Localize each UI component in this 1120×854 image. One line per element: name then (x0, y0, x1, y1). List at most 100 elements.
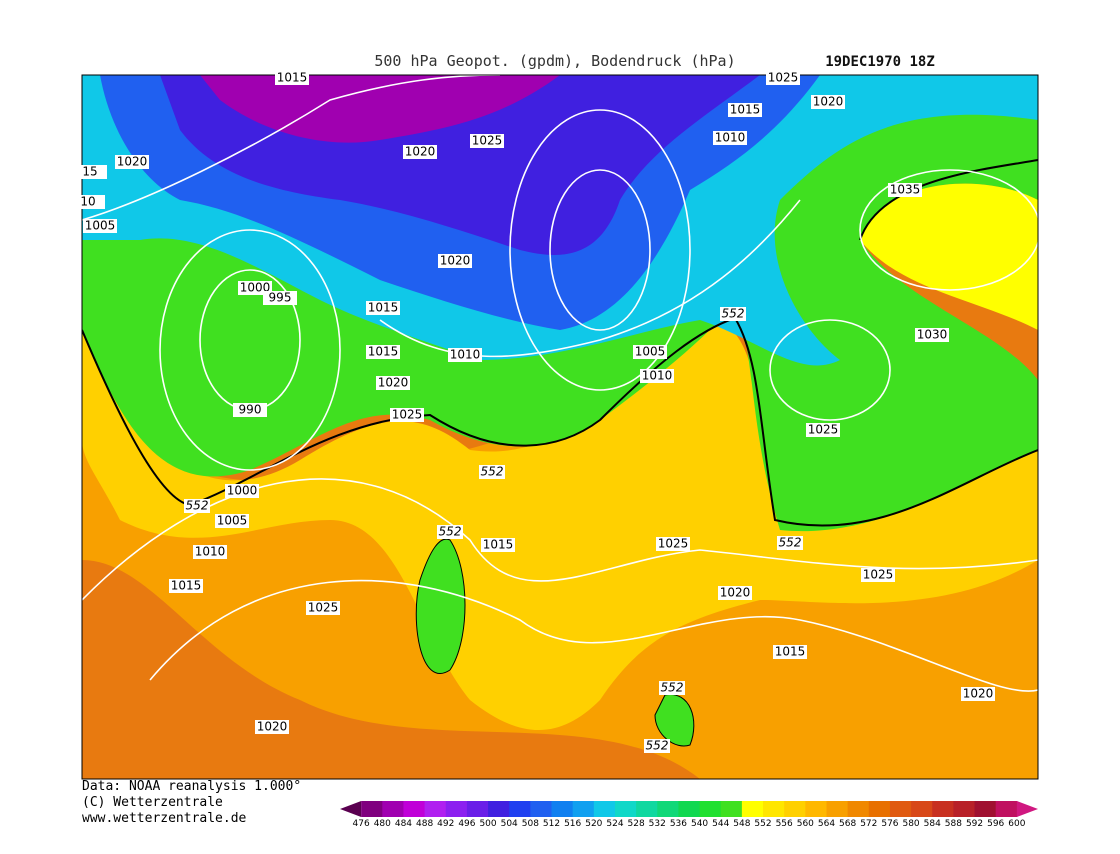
date: 19DEC1970 18Z (825, 54, 935, 70)
isobar-label-bg (366, 301, 400, 315)
isobar-label: 1025 (472, 134, 503, 148)
map (82, 75, 1038, 779)
colorbar-end (340, 801, 362, 817)
colorbar-segment (445, 801, 468, 817)
isobar-label: 1015 (277, 71, 308, 85)
colorbar-tick-label: 496 (458, 819, 475, 829)
isobar-label: 1010 (715, 131, 746, 145)
isobar-label-bg (169, 579, 203, 593)
isobar-label: 1015 (368, 301, 399, 315)
colorbar-tick-label: 500 (479, 819, 496, 829)
colorbar-segment (826, 801, 849, 817)
footer-line: www.wetterzentrale.de (82, 811, 247, 826)
colorbar-tick-label: 508 (522, 819, 539, 829)
isobar-label-bg (306, 601, 340, 615)
isobar-label: 1020 (378, 376, 409, 390)
isobar-label: 1005 (217, 514, 248, 528)
colorbar-segment (361, 801, 383, 817)
isobar-label: 1005 (85, 219, 116, 233)
isobar-label-bg (773, 645, 807, 659)
colorbar-segment (593, 801, 616, 817)
isobar-label: 1010 (642, 369, 673, 383)
isobar-label: 1005 (635, 345, 666, 359)
isobar-label-bg (633, 345, 667, 359)
isobar-label: 1010 (195, 545, 226, 559)
colorbar-segment (488, 801, 510, 817)
colorbar-segment (657, 801, 679, 817)
colorbar-segment (699, 801, 722, 817)
colorbar-segment (805, 801, 827, 817)
isobar-label: 1035 (890, 183, 921, 197)
colorbar-tick-label: 572 (860, 819, 877, 829)
isobar-label: 1020 (440, 254, 471, 268)
colorbar-segment (889, 801, 912, 817)
colorbar-segment (995, 801, 1018, 817)
colorbar-segment (932, 801, 954, 817)
isobar-label-bg (403, 145, 437, 159)
colorbar-tick-label: 492 (437, 819, 454, 829)
colorbar-segment (911, 801, 933, 817)
colorbar-segment (382, 801, 404, 817)
title: 500 hPa Geopot. (gpdm), Bodendruck (hPa) (374, 52, 735, 70)
colorbar-segment (784, 801, 806, 817)
contour-label-bg (777, 536, 803, 550)
colorbar-segment (530, 801, 553, 817)
colorbar-tick-label: 536 (670, 819, 687, 829)
isobar-label: 1015 (171, 579, 202, 593)
isobar-label: 1020 (813, 95, 844, 109)
contour-label: 552 (481, 465, 504, 479)
colorbar-tick-label: 488 (416, 819, 433, 829)
colorbar-segment (403, 801, 426, 817)
isobar-label-bg (438, 254, 472, 268)
isobar-label-bg (766, 71, 800, 85)
contour-label-bg (437, 525, 463, 539)
isobar-label: 1020 (117, 155, 148, 169)
isobar-label: 1025 (808, 423, 839, 437)
contour-label: 552 (661, 681, 684, 695)
contour-label: 552 (439, 525, 462, 539)
isobar-label-bg (366, 345, 400, 359)
isobar-label-bg (718, 586, 752, 600)
contour-label: 552 (779, 536, 802, 550)
colorbar-tick-label: 556 (776, 819, 793, 829)
isobar-label-bg (713, 131, 747, 145)
isobar-label-bg (73, 165, 107, 179)
isobar-label: 1025 (392, 408, 423, 422)
colorbar-segment (636, 801, 658, 817)
colorbar-tick-label: 584 (924, 819, 941, 829)
colorbar-segment (572, 801, 595, 817)
isobar-label: 995 (269, 291, 292, 305)
colorbar-tick-label: 548 (733, 819, 750, 829)
isobar-label-bg (861, 568, 895, 582)
contour-label-bg (644, 739, 670, 753)
colorbar-tick-label: 580 (902, 819, 919, 829)
colorbar-segment (953, 801, 976, 817)
isobar-label: 1020 (720, 586, 751, 600)
isobar-label-bg (71, 195, 105, 209)
colorbar-tick-label: 576 (881, 819, 898, 829)
isobar-label: 1030 (917, 328, 948, 342)
isobar-label: 1020 (963, 687, 994, 701)
colorbar-tick-label: 524 (606, 819, 623, 829)
colorbar-tick-label: 592 (966, 819, 983, 829)
colorbar-tick-label: 552 (754, 819, 771, 829)
isobar-label-bg (481, 538, 515, 552)
isobar-label-bg (806, 423, 840, 437)
colorbar-tick-label: 480 (374, 819, 391, 829)
colorbar-segment (847, 801, 870, 817)
contour-label: 552 (722, 307, 745, 321)
footer-line: (C) Wetterzentrale (82, 795, 223, 810)
colorbar-tick-label: 520 (585, 819, 602, 829)
isobar-label-bg (115, 155, 149, 169)
isobar-label: 1015 (730, 103, 761, 117)
contour-label: 552 (646, 739, 669, 753)
colorbar-segment (720, 801, 743, 817)
isobar-label-bg (915, 328, 949, 342)
isobar-label-bg (263, 291, 297, 305)
contour-label-bg (479, 465, 505, 479)
colorbar-tick-label: 516 (564, 819, 581, 829)
contour-label: 552 (186, 499, 209, 513)
isobar-label: 10 (80, 195, 95, 209)
colorbar-segment (614, 801, 637, 817)
isobar-label-bg (961, 687, 995, 701)
